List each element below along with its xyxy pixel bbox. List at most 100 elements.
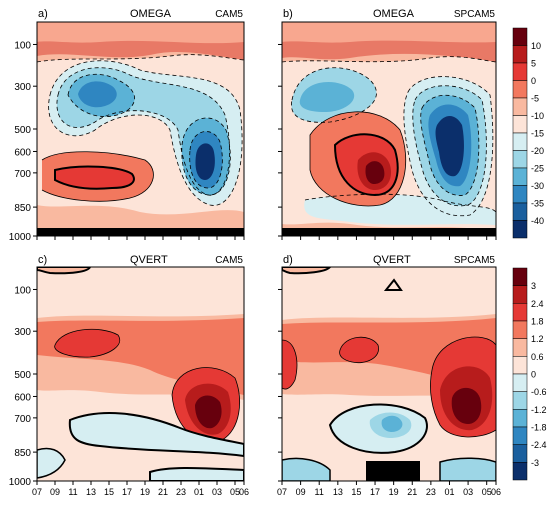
- panel-c-negative-1: [68, 412, 244, 458]
- x-tick-label: 19: [389, 487, 399, 497]
- colorbar-1-swatch: [512, 220, 528, 239]
- x-tick-label: 06: [239, 487, 249, 497]
- panel-a-variable: OMEGA: [130, 8, 172, 20]
- colorbar-2-swatch: [512, 267, 528, 286]
- panel-a-contours: [37, 54, 244, 206]
- y-tick-label: 100: [14, 285, 31, 296]
- y-tick-label: 300: [14, 327, 31, 338]
- x-tick-label: 09: [296, 487, 306, 497]
- panel-d-mask: [366, 461, 420, 481]
- colorbar-1-swatch: [512, 132, 528, 151]
- colorbar-1-swatch: [512, 97, 528, 116]
- panel-c-variable: QVERT: [130, 254, 168, 266]
- panel-d-negative-5: [439, 457, 496, 481]
- panel-b-negative-2: [299, 81, 355, 112]
- panel-c-label: c): [38, 254, 47, 266]
- colorbar-2-label: -1.8: [531, 423, 547, 433]
- panel-d-positive-2: [282, 339, 298, 390]
- x-tick-label: 03: [212, 487, 222, 497]
- colorbar-1-label: -20: [531, 146, 544, 156]
- colorbar-2-swatch: [512, 426, 528, 445]
- colorbar-2-swatch: [512, 356, 528, 375]
- colorbar-1-label: 10: [531, 41, 541, 51]
- colorbar-1-swatch: [512, 185, 528, 204]
- colorbar-1-swatch: [512, 202, 528, 221]
- colorbar-1-label: -30: [531, 181, 544, 191]
- x-tick-label: 07: [32, 487, 42, 497]
- x-tick-label: 17: [122, 487, 132, 497]
- colorbar-2-swatch: [512, 320, 528, 339]
- colorbar-1-label: -35: [531, 199, 544, 209]
- colorbar-2-label: -1.2: [531, 405, 547, 415]
- x-tick-label: 15: [351, 487, 361, 497]
- colorbar-1-label: -40: [531, 216, 544, 226]
- colorbar-2-label: -0.6: [531, 387, 547, 397]
- panel-c: [37, 267, 244, 481]
- x-tick-label: 09: [50, 487, 60, 497]
- colorbar-1-swatch: [512, 80, 528, 99]
- colorbar-1-swatch: [512, 115, 528, 134]
- y-tick-label: 300: [14, 82, 31, 93]
- y-tick-label: 850: [14, 203, 31, 214]
- panel-c-positive-4: [195, 395, 222, 429]
- y-tick-label: 500: [14, 125, 31, 136]
- panel-d-model: SPCAM5: [454, 255, 496, 266]
- colorbar-2-swatch: [512, 373, 528, 392]
- panel-d-triangle-contour: [383, 278, 403, 291]
- x-tick-label: 03: [463, 487, 473, 497]
- panel-b-positive-4: [365, 161, 385, 184]
- axes: 100 300 500 600 700 850 1000 100 300 500 600 700 850…: [9, 40, 501, 497]
- panel-b-model: SPCAM5: [454, 9, 496, 20]
- panel-a-negative-7: [195, 143, 215, 180]
- panel-d-negative-4: [282, 457, 331, 481]
- panel-d-positive-5: [451, 387, 482, 424]
- colorbar-2-swatch: [512, 285, 528, 304]
- panel-d-positive-1: [339, 336, 379, 364]
- x-tick-label: 01: [194, 487, 204, 497]
- y-tick-label: 700: [14, 414, 31, 425]
- x-tick-label: 11: [315, 487, 324, 497]
- colorbar-1-swatch: [512, 167, 528, 186]
- x-tick-label: 21: [407, 487, 417, 497]
- x-tick-label: 19: [140, 487, 150, 497]
- y-tick-label: 600: [14, 392, 31, 403]
- panel-a-label: a): [38, 8, 48, 20]
- panel-b-variable: OMEGA: [373, 8, 415, 20]
- panel-b-label: b): [283, 8, 293, 20]
- colorbar-1-swatch: [512, 27, 528, 46]
- panel-d-variable: QVERT: [373, 254, 411, 266]
- panel-a: [37, 22, 244, 236]
- colorbar-1-label: -10: [531, 111, 544, 121]
- panel-a-top-light: [37, 22, 244, 44]
- panel-a-positive-2: [54, 165, 135, 190]
- colorbar-1-label: 0: [531, 76, 536, 86]
- panel-c-negative-2: [37, 447, 66, 479]
- panel-b-contour-solid: [309, 111, 407, 207]
- panel-d-top-corner: [282, 267, 332, 275]
- colorbar-2-swatch: [512, 338, 528, 357]
- colorbar-2-label: 2.4: [531, 299, 544, 309]
- y-tick-label: 600: [14, 147, 31, 158]
- x-tick-label: 06: [491, 487, 501, 497]
- panel-b: [282, 22, 496, 236]
- colorbar-1-swatch: [512, 45, 528, 64]
- colorbar-2-swatch: [512, 444, 528, 463]
- colorbar-1-swatch: [512, 150, 528, 169]
- panel-b-top-light: [282, 22, 496, 43]
- panel-a-negative-4: [78, 81, 117, 108]
- y-tick-label: 850: [14, 448, 31, 459]
- panel-c-top-corner: [37, 267, 92, 275]
- colorbar-1-swatch: [512, 62, 528, 81]
- panel-b-bottom-mask: [282, 228, 496, 236]
- panel-d-negative-3: [381, 415, 403, 432]
- colorbars: 1050-5-10-15-20-25-30-35-4032.41.81.20.6…: [512, 27, 547, 481]
- y-tick-label: 700: [14, 169, 31, 180]
- x-tick-label: 13: [333, 487, 343, 497]
- panel-a-bottom-mask: [37, 228, 244, 236]
- y-tick-label: 1000: [9, 477, 32, 488]
- colorbar-2-swatch: [512, 409, 528, 428]
- y-tick-label: 1000: [9, 232, 32, 243]
- colorbar-2-label: -3: [531, 458, 539, 468]
- x-tick-label: 13: [86, 487, 96, 497]
- colorbar-2-label: 0: [531, 370, 536, 380]
